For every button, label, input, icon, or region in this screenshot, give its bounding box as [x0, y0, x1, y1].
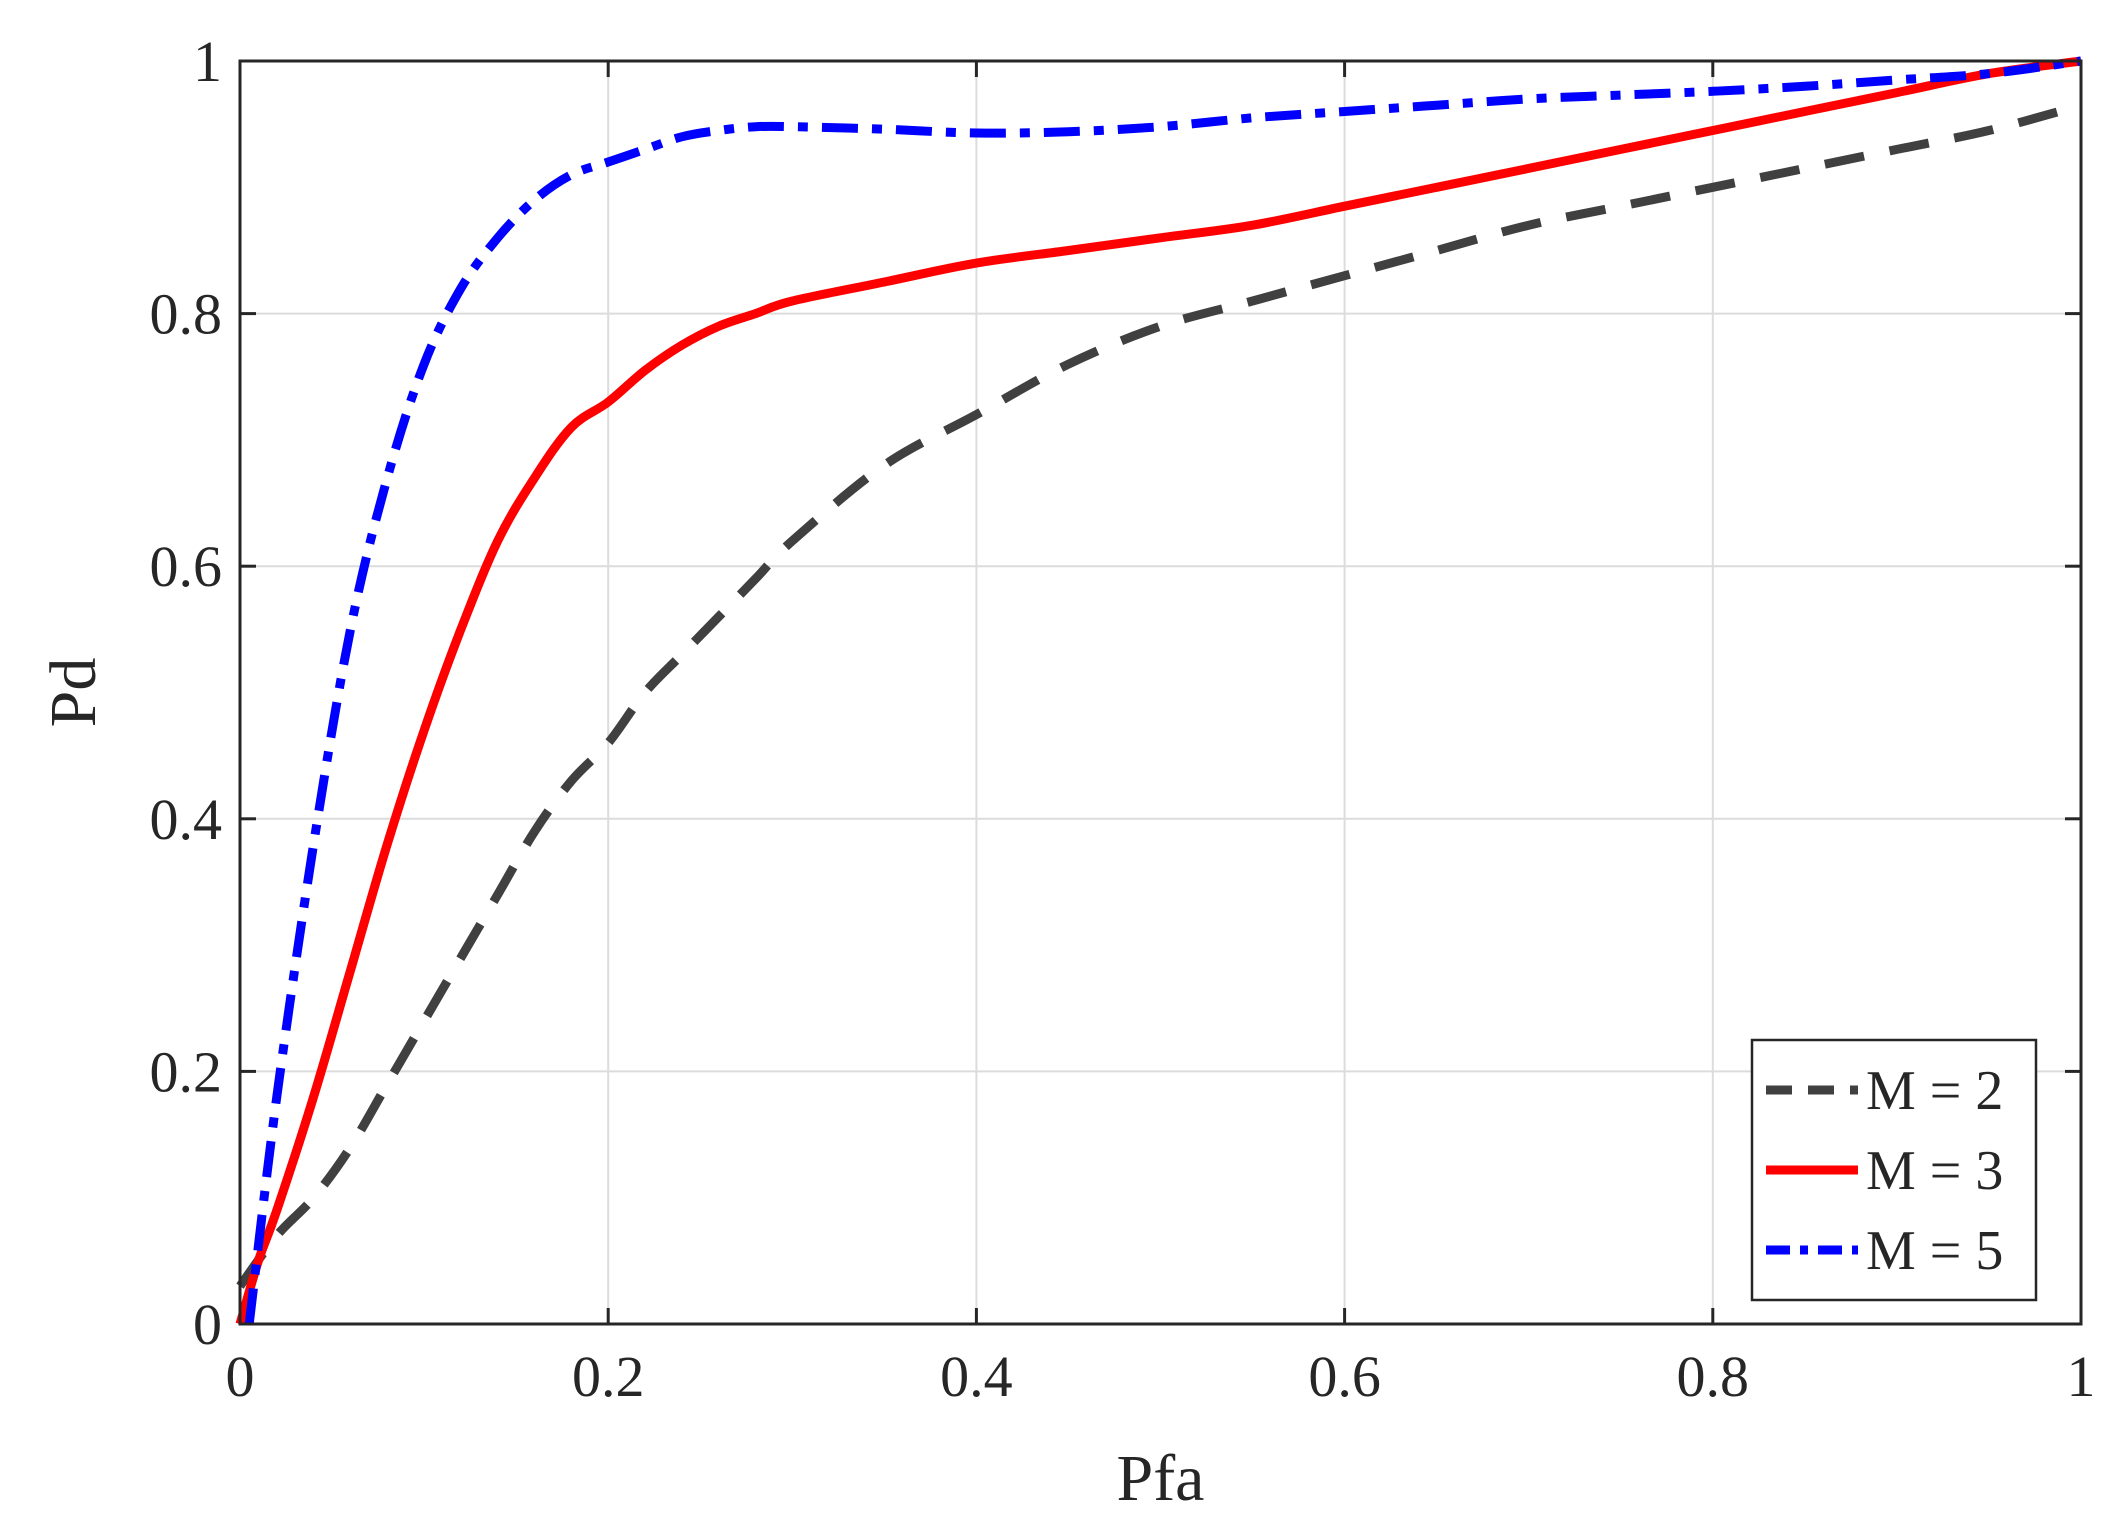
- series-line-m-3: [235, 56, 2082, 1326]
- y-tick-label: 0.4: [150, 787, 223, 852]
- y-tick-label: 1: [193, 29, 222, 94]
- y-tick-label: 0.6: [150, 534, 223, 599]
- x-tick-label: 0.6: [1308, 1344, 1381, 1409]
- series-layer: [235, 56, 2083, 1326]
- y-tick-labels: 0 0.2 0.4 0.6 0.8 1: [150, 29, 223, 1357]
- y-axis-label: Pd: [37, 658, 110, 728]
- tick-marks: [238, 59, 2083, 1326]
- x-tick-label: 0.4: [940, 1344, 1013, 1409]
- x-axis-label: Pfa: [1117, 1442, 1205, 1515]
- legend-entry-label: M = 2: [1866, 1060, 2003, 1122]
- plot-frame: [238, 59, 2083, 1326]
- y-tick-label: 0.2: [150, 1039, 223, 1104]
- x-tick-label: 0: [226, 1344, 255, 1409]
- series-line-m-5: [244, 56, 2082, 1325]
- legend-entry-label: M = 5: [1866, 1220, 2003, 1282]
- y-tick-label: 0.8: [150, 282, 223, 347]
- x-tick-label: 0.8: [1677, 1344, 1750, 1409]
- legend: M = 2 M = 3 M = 5: [1750, 1038, 2038, 1302]
- x-tick-labels: 0 0.2 0.4 0.6 0.8 1: [226, 1344, 2096, 1409]
- x-tick-label: 1: [2067, 1344, 2096, 1409]
- series-line-m-2: [236, 100, 2083, 1289]
- x-tick-label: 0.2: [572, 1344, 645, 1409]
- y-tick-label: 0: [193, 1292, 222, 1357]
- legend-entry-label: M = 3: [1866, 1140, 2003, 1202]
